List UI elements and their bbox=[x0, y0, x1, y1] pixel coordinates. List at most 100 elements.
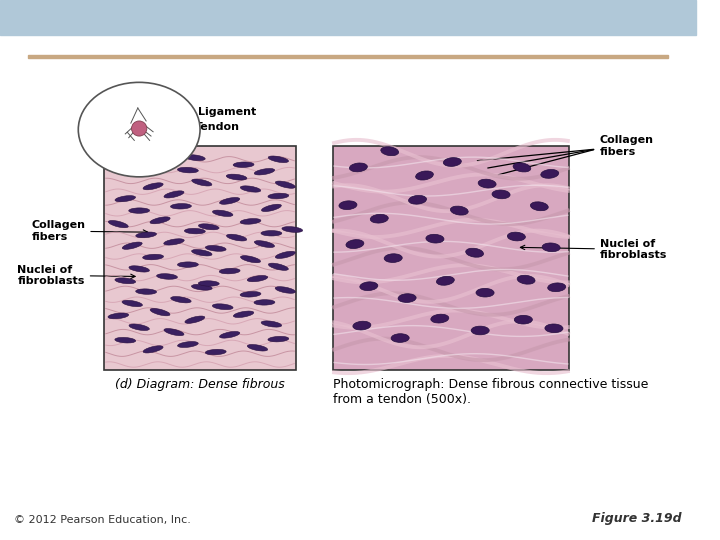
Ellipse shape bbox=[171, 296, 191, 303]
Ellipse shape bbox=[135, 289, 156, 294]
Ellipse shape bbox=[122, 242, 142, 249]
Ellipse shape bbox=[478, 179, 496, 188]
Ellipse shape bbox=[108, 220, 128, 228]
Ellipse shape bbox=[177, 262, 198, 267]
Ellipse shape bbox=[476, 288, 494, 297]
Ellipse shape bbox=[108, 313, 129, 319]
Ellipse shape bbox=[171, 204, 192, 209]
Bar bbox=[0, 0, 696, 35]
Ellipse shape bbox=[220, 332, 240, 338]
Text: Nuclei of
fibroblasts: Nuclei of fibroblasts bbox=[17, 265, 135, 286]
Ellipse shape bbox=[275, 251, 295, 259]
Ellipse shape bbox=[163, 239, 184, 245]
Ellipse shape bbox=[254, 300, 275, 305]
Ellipse shape bbox=[436, 276, 454, 285]
Ellipse shape bbox=[268, 336, 289, 342]
Ellipse shape bbox=[398, 294, 416, 302]
Ellipse shape bbox=[240, 255, 261, 263]
Ellipse shape bbox=[150, 308, 170, 316]
Ellipse shape bbox=[261, 231, 282, 236]
Ellipse shape bbox=[542, 243, 560, 252]
Ellipse shape bbox=[240, 186, 261, 192]
Ellipse shape bbox=[184, 155, 205, 160]
Ellipse shape bbox=[220, 198, 240, 204]
Ellipse shape bbox=[164, 191, 184, 198]
Ellipse shape bbox=[269, 156, 289, 163]
Ellipse shape bbox=[381, 147, 399, 156]
Ellipse shape bbox=[219, 268, 240, 274]
Ellipse shape bbox=[143, 183, 163, 190]
Ellipse shape bbox=[240, 219, 261, 224]
Ellipse shape bbox=[226, 174, 247, 180]
Ellipse shape bbox=[353, 321, 371, 330]
Ellipse shape bbox=[185, 316, 204, 323]
Ellipse shape bbox=[178, 167, 198, 173]
Ellipse shape bbox=[227, 234, 247, 241]
Ellipse shape bbox=[247, 345, 268, 351]
Ellipse shape bbox=[247, 275, 268, 282]
Ellipse shape bbox=[157, 274, 177, 279]
Text: © 2012 Pearson Education, Inc.: © 2012 Pearson Education, Inc. bbox=[14, 515, 191, 525]
Ellipse shape bbox=[205, 246, 226, 251]
Text: (d) Diagram: Dense fibrous: (d) Diagram: Dense fibrous bbox=[115, 378, 284, 391]
Ellipse shape bbox=[370, 214, 388, 223]
Ellipse shape bbox=[240, 292, 261, 297]
Ellipse shape bbox=[471, 326, 489, 335]
Ellipse shape bbox=[384, 254, 402, 262]
Ellipse shape bbox=[391, 334, 409, 342]
Ellipse shape bbox=[233, 162, 254, 167]
Ellipse shape bbox=[143, 346, 163, 353]
Ellipse shape bbox=[129, 208, 150, 213]
Ellipse shape bbox=[192, 249, 212, 256]
Ellipse shape bbox=[548, 283, 566, 292]
Ellipse shape bbox=[545, 324, 563, 333]
Ellipse shape bbox=[233, 311, 253, 318]
Ellipse shape bbox=[122, 171, 143, 177]
Ellipse shape bbox=[431, 314, 449, 323]
Text: Photomicrograph: Dense fibrous connective tissue
from a tendon (500x).: Photomicrograph: Dense fibrous connectiv… bbox=[333, 378, 648, 406]
Ellipse shape bbox=[339, 201, 357, 210]
Ellipse shape bbox=[78, 82, 200, 177]
Ellipse shape bbox=[444, 158, 462, 166]
Ellipse shape bbox=[198, 281, 219, 286]
Ellipse shape bbox=[115, 278, 135, 284]
Text: Nuclei of
fibroblasts: Nuclei of fibroblasts bbox=[521, 239, 667, 260]
Ellipse shape bbox=[282, 227, 302, 232]
Ellipse shape bbox=[508, 232, 526, 241]
Ellipse shape bbox=[269, 263, 288, 271]
Ellipse shape bbox=[254, 241, 274, 247]
Ellipse shape bbox=[426, 234, 444, 243]
Text: Collagen
fibers: Collagen fibers bbox=[600, 135, 654, 157]
Ellipse shape bbox=[254, 168, 274, 175]
Ellipse shape bbox=[115, 338, 135, 343]
Ellipse shape bbox=[184, 228, 205, 234]
Text: Tendon: Tendon bbox=[147, 123, 240, 136]
Text: Collagen
fibers: Collagen fibers bbox=[31, 220, 148, 242]
Ellipse shape bbox=[199, 224, 219, 230]
Ellipse shape bbox=[451, 206, 468, 215]
Ellipse shape bbox=[513, 163, 531, 172]
Ellipse shape bbox=[261, 204, 282, 212]
Ellipse shape bbox=[122, 300, 143, 307]
Ellipse shape bbox=[129, 324, 149, 330]
Ellipse shape bbox=[275, 181, 295, 188]
Ellipse shape bbox=[268, 193, 289, 199]
FancyBboxPatch shape bbox=[333, 146, 570, 370]
Ellipse shape bbox=[541, 170, 559, 178]
Ellipse shape bbox=[415, 171, 433, 180]
Ellipse shape bbox=[261, 321, 282, 327]
Ellipse shape bbox=[143, 254, 163, 260]
Ellipse shape bbox=[205, 349, 226, 355]
Ellipse shape bbox=[492, 190, 510, 199]
Ellipse shape bbox=[275, 287, 295, 293]
FancyBboxPatch shape bbox=[104, 146, 296, 370]
Ellipse shape bbox=[192, 285, 212, 290]
Ellipse shape bbox=[408, 195, 426, 204]
Ellipse shape bbox=[136, 159, 156, 165]
Ellipse shape bbox=[466, 248, 484, 257]
Ellipse shape bbox=[517, 275, 535, 284]
Ellipse shape bbox=[531, 202, 548, 211]
Ellipse shape bbox=[346, 240, 364, 248]
Ellipse shape bbox=[212, 304, 233, 309]
Ellipse shape bbox=[150, 217, 170, 224]
